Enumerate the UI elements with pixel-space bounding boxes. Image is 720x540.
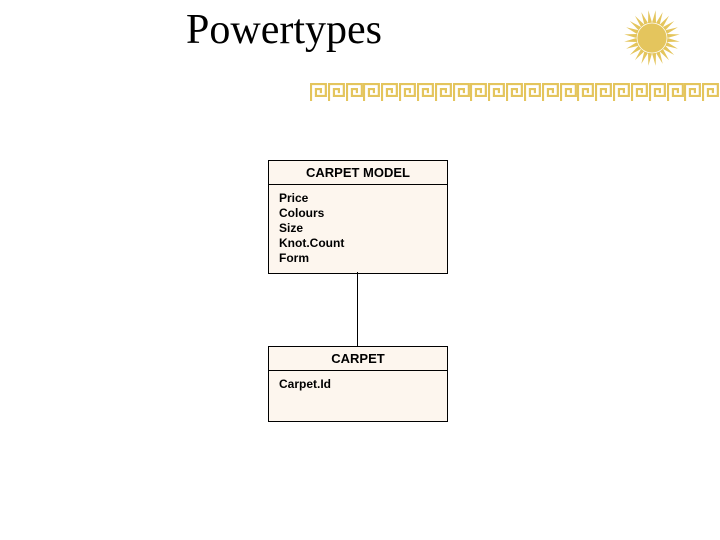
- meander-tile: [417, 82, 435, 102]
- meander-tile: [506, 82, 524, 102]
- class-attribute: Knot.Count: [279, 236, 437, 251]
- meander-tile: [667, 82, 685, 102]
- meander-tile: [577, 82, 595, 102]
- meander-tile: [595, 82, 613, 102]
- meander-tile: [613, 82, 631, 102]
- meander-tile: [381, 82, 399, 102]
- meander-tile: [631, 82, 649, 102]
- meander-tile: [684, 82, 702, 102]
- class-attribute: Carpet.Id: [279, 377, 437, 392]
- class-attrs-carpet: Carpet.Id: [269, 371, 447, 421]
- meander-tile: [524, 82, 542, 102]
- meander-tile: [702, 82, 720, 102]
- association-connector: [357, 272, 358, 346]
- class-attribute: Size: [279, 221, 437, 236]
- meander-tile: [310, 82, 328, 102]
- meander-tile: [453, 82, 471, 102]
- meander-tile: [649, 82, 667, 102]
- class-attribute: Form: [279, 251, 437, 266]
- meander-tile: [363, 82, 381, 102]
- meander-tile: [488, 82, 506, 102]
- class-box-carpet-model: CARPET MODEL PriceColoursSizeKnot.CountF…: [268, 160, 448, 274]
- class-title-carpet: CARPET: [269, 347, 447, 371]
- class-box-carpet: CARPET Carpet.Id: [268, 346, 448, 422]
- slide-title: Powertypes: [186, 6, 382, 54]
- meander-tile: [542, 82, 560, 102]
- sunburst-svg: [624, 10, 680, 66]
- meander-tile: [346, 82, 364, 102]
- meander-tile: [470, 82, 488, 102]
- meander-tile: [399, 82, 417, 102]
- sunburst-icon: [624, 10, 680, 66]
- meander-border: [310, 82, 720, 102]
- class-title-carpet-model: CARPET MODEL: [269, 161, 447, 185]
- class-attrs-carpet-model: PriceColoursSizeKnot.CountForm: [269, 185, 447, 273]
- class-attribute: Colours: [279, 206, 437, 221]
- meander-tile: [560, 82, 578, 102]
- meander-tile: [328, 82, 346, 102]
- class-attribute: Price: [279, 191, 437, 206]
- meander-tile: [435, 82, 453, 102]
